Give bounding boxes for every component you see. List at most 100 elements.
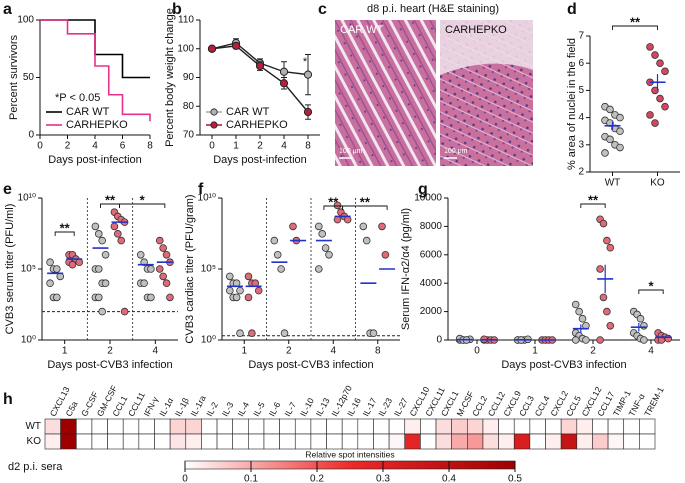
caption: d2 p.i. sera	[8, 461, 63, 473]
data-point	[571, 300, 580, 309]
data-point	[315, 265, 323, 273]
y-axis-label: CVB3 serum titer (PFU/ml)	[4, 204, 16, 335]
y-tick-label: 100	[177, 43, 194, 54]
heatmap-cell	[467, 418, 484, 435]
data-point	[162, 279, 171, 288]
data-point	[651, 86, 659, 95]
data-point	[616, 127, 624, 135]
heatmap-cell	[388, 433, 406, 450]
heatmap-cell	[107, 418, 124, 435]
x-tick-label: 2	[286, 346, 292, 357]
heatmap-cell	[623, 433, 640, 450]
heatmap-cell	[467, 433, 484, 450]
x-tick-label: 8	[375, 346, 381, 357]
heatmap-cell	[122, 418, 140, 435]
data-point	[101, 279, 110, 288]
data-point	[140, 279, 148, 288]
panel-label: c	[318, 1, 327, 18]
data-point	[98, 307, 106, 316]
heatmap-cell	[279, 433, 296, 450]
data-point	[596, 265, 604, 273]
column-label: IL-6	[267, 400, 283, 418]
heatmap-cell	[44, 433, 61, 450]
data-point	[321, 244, 330, 252]
panel-label: g	[418, 181, 428, 198]
heatmap-cell	[75, 418, 93, 435]
heatmap-cell	[373, 418, 390, 435]
data-point	[289, 222, 297, 231]
annotation: **	[588, 192, 599, 207]
data-point	[110, 222, 119, 231]
y-tick-label: 8000	[420, 221, 443, 232]
x-tick-label: 1	[62, 346, 68, 357]
image-region	[440, 20, 533, 75]
survival-curve	[40, 19, 151, 122]
column-label: IL-13	[314, 396, 332, 418]
y-axis-label: % area of nuclei in the field	[566, 38, 578, 170]
row-label: WT	[25, 421, 41, 432]
data-point	[46, 279, 54, 288]
row-label: KO	[27, 436, 42, 447]
data-point	[606, 243, 615, 252]
data-point	[226, 286, 234, 295]
data-point	[601, 149, 609, 157]
data-point	[166, 293, 174, 302]
y-tick-label: 2000	[420, 306, 443, 317]
y-tick-label: 4000	[420, 278, 443, 289]
data-point	[318, 230, 327, 238]
y-tick-label: 0	[28, 130, 34, 141]
y-tick-label: 10⁰	[21, 335, 36, 346]
annotation: **	[105, 192, 116, 207]
heatmap-cell	[545, 418, 562, 435]
data-point	[606, 321, 615, 330]
heatmap-cell	[185, 433, 202, 450]
data-point	[640, 321, 648, 330]
x-axis-label: Days post-CVB3 infection	[248, 359, 373, 371]
data-point	[248, 329, 256, 338]
heatmap-cell	[185, 418, 202, 435]
x-tick-label: 4	[281, 141, 287, 152]
heatmap-cell	[169, 418, 187, 435]
data-point	[651, 119, 659, 127]
annotation: **	[630, 14, 641, 29]
data-point	[244, 272, 253, 281]
heatmap-cell	[592, 418, 609, 435]
data-point	[646, 43, 654, 51]
data-point	[603, 236, 611, 245]
x-axis-label: Days post-infection	[48, 154, 142, 166]
data-point	[114, 230, 122, 238]
data-point	[369, 329, 378, 338]
data-point	[140, 258, 148, 267]
heatmap-cell	[482, 433, 499, 450]
data-point	[155, 236, 164, 245]
panel-title: d8 p.i. heart (H&E staining)	[367, 3, 499, 15]
y-axis-label: Percent body weight change	[164, 8, 176, 147]
heatmap-cell	[326, 433, 343, 450]
heatmap-cell	[216, 418, 233, 435]
image-label: CARHEPKO	[445, 24, 507, 36]
heatmap-cell	[545, 433, 562, 450]
y-tick-label: 10⁰	[201, 335, 216, 346]
x-tick-label: 1	[233, 141, 239, 152]
x-tick-label: 8	[147, 141, 153, 152]
heatmap-cell	[216, 433, 233, 450]
data-point	[147, 293, 155, 302]
data-point	[333, 201, 342, 210]
heatmap-cell	[357, 418, 374, 435]
data-point	[661, 102, 669, 111]
heatmap-cell	[560, 418, 578, 435]
colorbar-tick-label: 0.3	[376, 474, 390, 483]
x-tick-label: 2	[107, 346, 113, 357]
heatmap-cell	[248, 433, 265, 450]
y-tick-label: 50	[23, 72, 35, 83]
data-point	[575, 307, 583, 316]
heatmap-cell	[607, 433, 625, 450]
data-point	[159, 244, 167, 252]
annotation: *	[140, 192, 146, 207]
heatmap-cell	[154, 418, 171, 435]
y-tick-label: 4	[578, 112, 584, 123]
y-tick-label: 110	[178, 15, 194, 26]
heatmap-cell	[326, 418, 343, 435]
significance-bracket	[54, 231, 75, 236]
data-point	[603, 307, 611, 316]
